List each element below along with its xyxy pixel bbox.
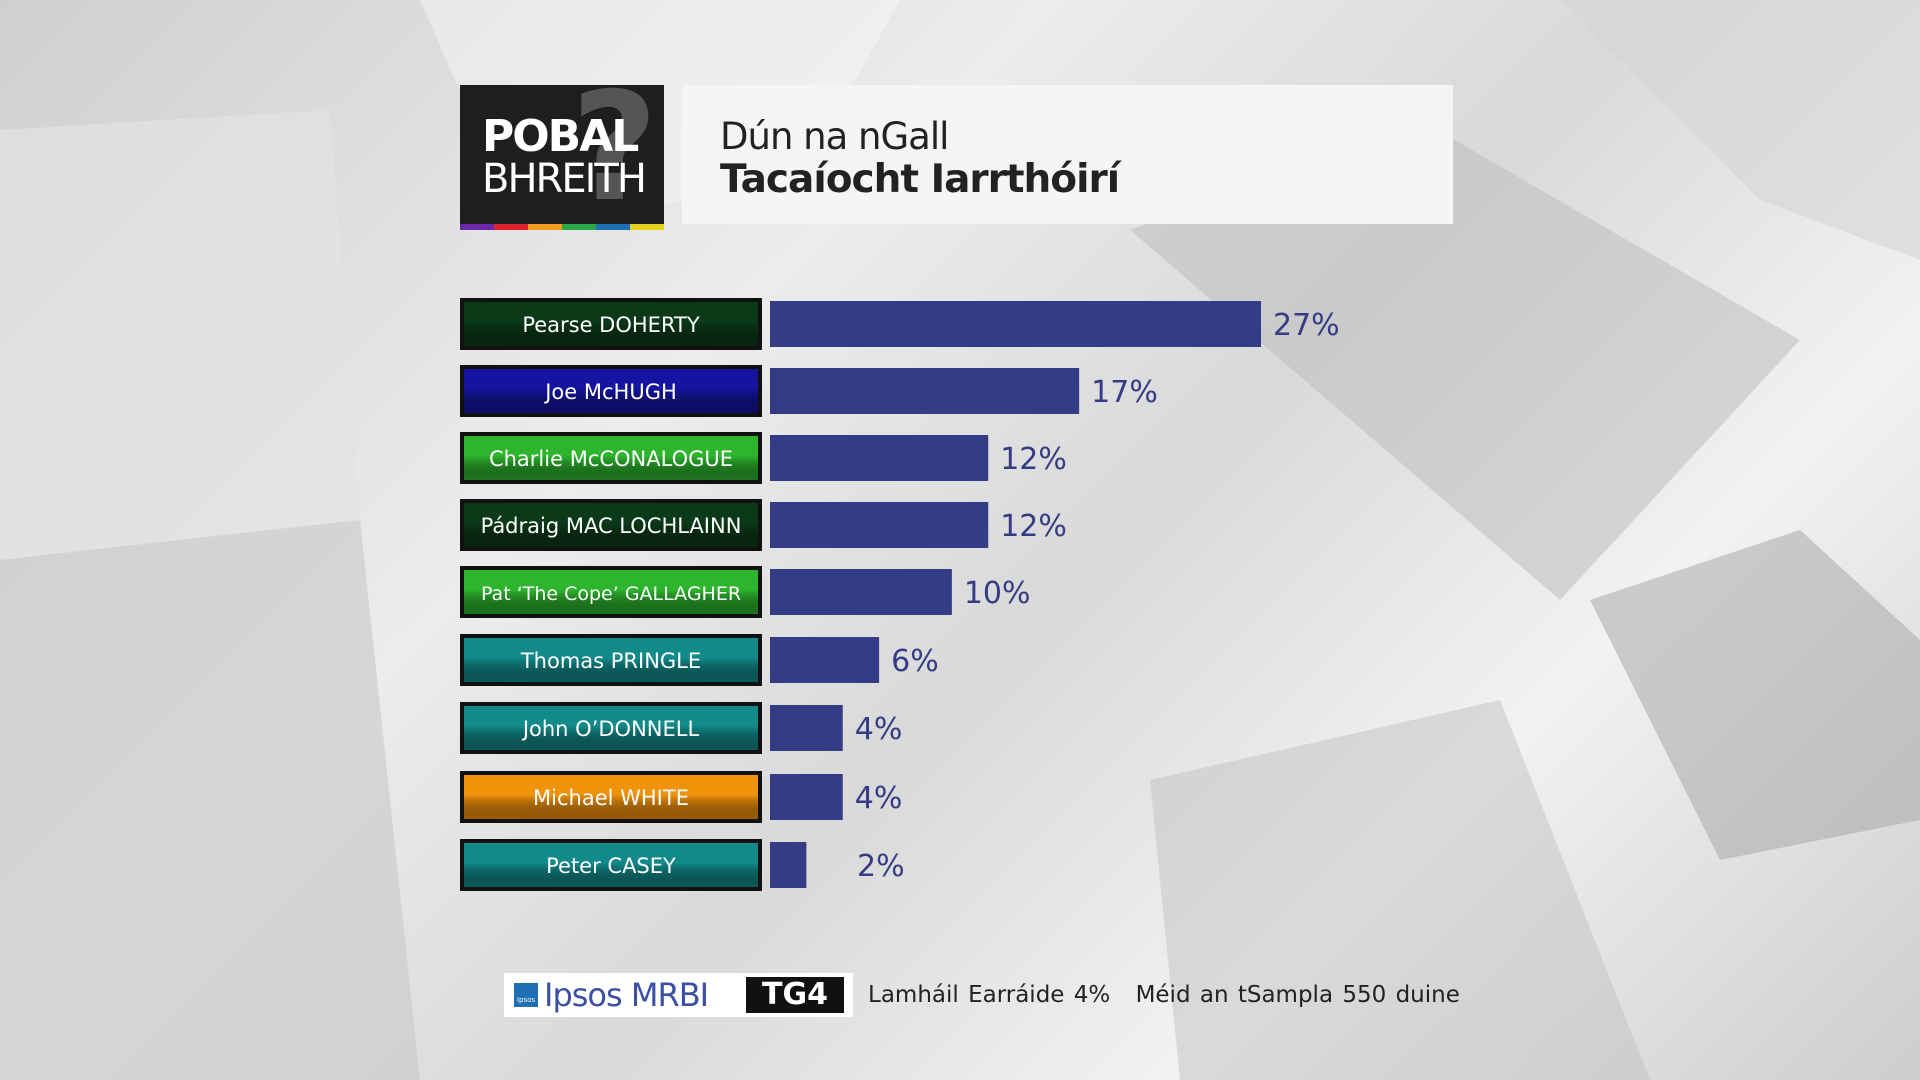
logo-question-mark: ?	[570, 85, 658, 230]
chart-subtitle: Dún na nGall	[720, 115, 949, 158]
footer-note: Lamháil Earráide 4% Méid an tSampla 550 …	[868, 982, 1460, 1008]
candidate-label-shade	[464, 706, 758, 750]
candidate-name: Pádraig MAC LOCHLAINN	[481, 514, 742, 538]
bar	[770, 637, 880, 683]
bar	[770, 502, 989, 548]
logo-color-stripe	[460, 224, 664, 230]
candidate-name: Peter CASEY	[546, 854, 676, 878]
value-label: 27%	[1273, 308, 1340, 343]
candidate-label-shade	[464, 369, 758, 413]
candidate-label-shade	[464, 843, 758, 887]
value-label: 4%	[855, 781, 903, 816]
margin-of-error: Lamháil Earráide 4%	[868, 982, 1111, 1008]
value-label: 2%	[857, 849, 905, 884]
chart-title: Tacaíocht Iarrthóirí	[720, 157, 1120, 202]
candidate-name: John O’DONNELL	[521, 717, 700, 741]
candidate-label-shade	[464, 570, 758, 614]
bar	[770, 774, 843, 820]
value-label: 4%	[855, 712, 903, 747]
footer-logos: Ipsos Ipsos MRBI TG4	[504, 973, 853, 1017]
ipsos-icon: Ipsos	[514, 983, 538, 1007]
candidate-name: Michael WHITE	[533, 786, 689, 810]
logo-line1: POBAL	[482, 111, 639, 162]
bar	[770, 842, 807, 888]
bar	[770, 301, 1261, 347]
value-label: 12%	[1000, 509, 1067, 544]
bar	[770, 569, 952, 615]
value-label: 12%	[1000, 442, 1067, 477]
sample-size: Méid an tSampla 550 duine	[1135, 982, 1460, 1008]
bar	[770, 368, 1080, 414]
bar	[770, 435, 989, 481]
value-label: 17%	[1091, 375, 1158, 410]
candidate-label-shade	[464, 775, 758, 819]
candidate-name: Joe McHUGH	[543, 380, 677, 404]
candidate-name: Pat ‘The Cope’ GALLAGHER	[481, 583, 741, 605]
candidate-name: Thomas PRINGLE	[520, 649, 701, 673]
value-label: 6%	[891, 644, 939, 679]
candidate-label-shade	[464, 302, 758, 346]
pobal-bhreith-logo: ? POBAL BHREITH	[460, 85, 664, 230]
value-label: 10%	[964, 576, 1031, 611]
candidate-name: Pearse DOHERTY	[522, 313, 700, 337]
candidate-label-shade	[464, 503, 758, 547]
logo-line2: BHREITH	[482, 156, 647, 202]
candidate-label-shade	[464, 436, 758, 480]
candidate-label-shade	[464, 638, 758, 682]
tg4-logo: TG4	[746, 977, 844, 1013]
title-box: Dún na nGall Tacaíocht Iarrthóirí	[682, 85, 1453, 224]
candidate-name: Charlie McCONALOGUE	[489, 447, 733, 471]
bar	[770, 705, 843, 751]
ipsos-logo-text: Ipsos MRBI	[544, 976, 709, 1014]
